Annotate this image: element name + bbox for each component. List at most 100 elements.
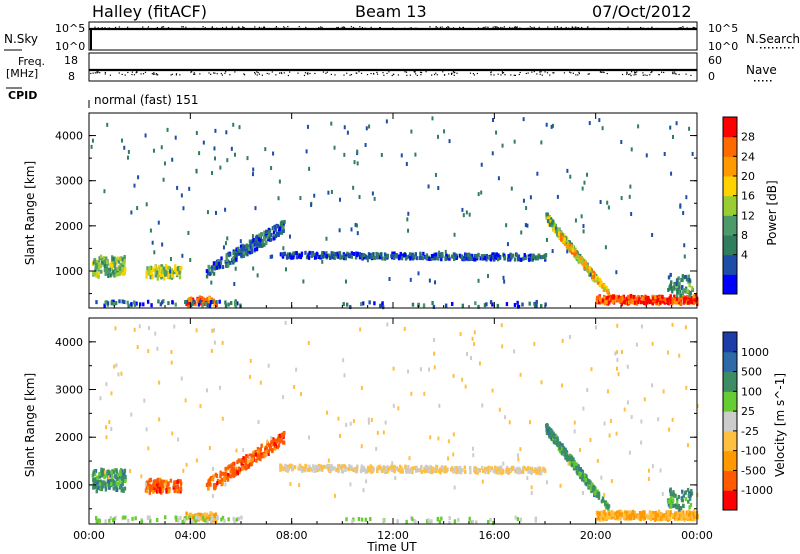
range-cell <box>117 474 121 479</box>
range-cell <box>132 300 136 305</box>
range-cell <box>119 472 122 477</box>
nave-point <box>473 74 476 76</box>
nsky-point <box>429 26 431 28</box>
range-cell <box>687 490 691 495</box>
range-cell <box>104 473 107 478</box>
range-cell <box>515 253 518 258</box>
range-cell <box>206 519 209 524</box>
range-cell <box>226 236 229 241</box>
nsky-point <box>202 26 204 28</box>
range-cell <box>453 468 457 473</box>
range-cell <box>249 241 252 246</box>
range-cell <box>147 267 151 272</box>
range-cell <box>161 488 165 493</box>
range-cell <box>284 267 287 272</box>
range-cell <box>244 461 247 466</box>
range-cell <box>610 509 614 514</box>
range-cell <box>616 514 619 519</box>
nsky-point <box>264 27 266 29</box>
nsky-point <box>560 26 562 29</box>
range-cell <box>197 302 201 307</box>
range-cell <box>661 492 664 497</box>
range-cell <box>566 249 569 254</box>
range-cell <box>148 515 151 520</box>
range-cell <box>152 489 155 494</box>
range-cell <box>381 305 385 310</box>
nave-point <box>306 72 308 74</box>
range-cell <box>687 499 690 504</box>
range-cell <box>581 470 584 475</box>
range-cell <box>457 517 460 522</box>
nsky-point <box>565 26 567 29</box>
range-cell <box>150 303 153 308</box>
range-cell <box>282 467 285 472</box>
range-cell <box>320 467 324 472</box>
nave-point <box>633 71 636 73</box>
velocity-colorbar-tick-label: -25 <box>741 425 759 438</box>
range-cell <box>671 300 674 305</box>
range-cell <box>192 515 196 520</box>
range-cell <box>205 516 208 521</box>
range-cell <box>570 249 573 254</box>
nsky-point <box>194 27 196 29</box>
range-cell <box>174 135 177 140</box>
range-cell <box>637 124 640 129</box>
range-cell <box>692 511 695 516</box>
range-cell <box>409 277 412 282</box>
range-cell <box>280 438 283 443</box>
range-cell <box>292 251 295 256</box>
range-cell <box>367 420 370 425</box>
range-cell <box>342 358 345 363</box>
power-colorbar-swatch <box>723 274 737 295</box>
range-cell <box>534 303 537 308</box>
nsky-point <box>482 27 484 29</box>
range-cell <box>497 469 501 474</box>
range-cell <box>204 298 207 303</box>
range-cell <box>419 251 422 256</box>
range-cell <box>519 470 522 475</box>
range-cell <box>327 458 330 463</box>
range-cell <box>248 250 252 255</box>
range-cell <box>675 300 678 305</box>
range-cell <box>326 410 329 415</box>
range-cell <box>303 467 306 472</box>
range-cell <box>212 474 215 479</box>
range-cell <box>269 446 272 451</box>
range-cell <box>95 478 98 483</box>
range-cell <box>517 257 520 262</box>
range-cell <box>155 479 158 484</box>
range-cell <box>403 252 406 257</box>
range-cell <box>435 469 438 474</box>
range-cell <box>581 490 584 495</box>
range-cell <box>675 516 678 521</box>
range-cell <box>624 516 627 521</box>
range-cell <box>352 468 355 473</box>
range-cell <box>654 515 658 520</box>
range-cell <box>275 439 278 444</box>
range-cell <box>209 519 213 524</box>
nave-legend-dot <box>762 80 764 82</box>
range-cell <box>631 509 635 514</box>
range-cell <box>544 253 548 258</box>
summary-panels-frame <box>4 21 794 108</box>
nave-point <box>151 73 153 75</box>
range-cell <box>470 253 474 258</box>
range-cell <box>520 230 523 235</box>
range-cell <box>283 430 286 435</box>
nave-point <box>278 72 281 74</box>
range-cell <box>213 485 216 490</box>
range-cell <box>117 259 121 264</box>
range-cell <box>575 254 579 259</box>
range-cell <box>484 466 487 471</box>
nsky-point <box>127 26 129 28</box>
range-cell <box>222 245 225 250</box>
range-cell <box>148 326 151 331</box>
range-cell <box>598 517 601 522</box>
range-cell <box>175 271 179 276</box>
nsky-point <box>441 26 443 28</box>
range-cell <box>505 223 508 228</box>
range-cell <box>540 255 544 260</box>
range-cell <box>391 253 395 258</box>
range-cell <box>220 477 224 482</box>
